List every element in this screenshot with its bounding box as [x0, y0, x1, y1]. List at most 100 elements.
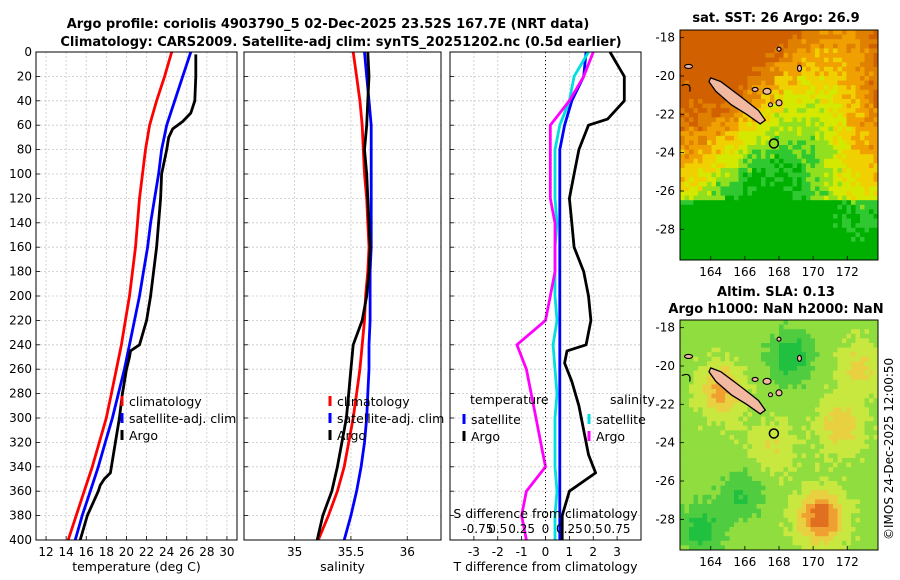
map-cell [837, 320, 843, 325]
map-cell [779, 490, 784, 496]
map-cell [860, 108, 865, 114]
map-cell [864, 140, 870, 146]
map-cell [680, 89, 685, 95]
legend-label: satellite [596, 412, 646, 427]
map-cell [765, 444, 771, 450]
map-cell [783, 186, 789, 192]
map-cell [684, 343, 690, 348]
map-cell [698, 439, 703, 445]
map-cell [702, 393, 708, 399]
map-cell [855, 370, 861, 376]
map-cell [752, 517, 757, 523]
map-cell [851, 536, 856, 542]
map-cell [720, 366, 726, 371]
map-cell [720, 398, 726, 404]
map-cell [788, 393, 793, 399]
map-cell [824, 435, 829, 440]
map-cell [738, 154, 744, 160]
map-cell [761, 71, 766, 77]
map-cell [711, 117, 717, 123]
map-cell [747, 131, 753, 137]
map-cell [842, 218, 847, 224]
map-cell [869, 407, 874, 413]
map-cell [680, 343, 685, 348]
map-cell [788, 237, 793, 242]
map-cell [761, 195, 766, 201]
map-cell [698, 370, 703, 376]
map-cell [702, 126, 708, 132]
map-cell [837, 131, 843, 137]
map-cell [747, 53, 753, 58]
map-cell [806, 250, 811, 256]
map-cell [689, 227, 694, 233]
map-cell [824, 80, 829, 86]
map-cell [765, 407, 771, 413]
map-cell [792, 517, 798, 523]
map-cell [738, 191, 744, 196]
map-cell [783, 80, 789, 86]
map-cell [716, 545, 721, 551]
map-cell [819, 343, 825, 348]
map-cell [860, 158, 865, 164]
map-cell [810, 448, 816, 454]
map-cell [752, 540, 757, 546]
map-cell [743, 476, 748, 482]
map-cell [752, 163, 757, 169]
map-cell [761, 34, 766, 40]
map-cell [833, 338, 838, 344]
map-cell [860, 416, 865, 422]
map-cell [729, 398, 735, 404]
map-cell [851, 333, 856, 339]
map-cell [869, 223, 874, 229]
map-cell [765, 158, 771, 164]
map-cell [702, 435, 708, 440]
map-cell [792, 347, 798, 353]
map-cell [842, 94, 847, 100]
map-cell [824, 57, 829, 63]
map-cell [869, 62, 874, 68]
map-cell [743, 379, 748, 385]
map-cell [770, 99, 775, 104]
map-cell [725, 402, 730, 408]
map-cell [747, 536, 753, 542]
map-cell [851, 158, 856, 164]
map-cell [693, 471, 699, 477]
map-cell [851, 71, 856, 77]
map-cell [806, 227, 811, 233]
map-cell [765, 250, 771, 256]
map-cell [720, 200, 726, 206]
map-cell [747, 227, 753, 233]
map-cell [842, 85, 847, 91]
map-cell [842, 112, 847, 118]
map-cell [860, 384, 865, 390]
map-cell [815, 34, 820, 40]
map-cell [770, 425, 775, 431]
map-cell [765, 154, 771, 160]
map-cell [842, 126, 847, 132]
map-cell [842, 343, 847, 348]
lon-tick-label: 166 [733, 265, 756, 279]
map-cell [873, 237, 879, 242]
map-cell [833, 352, 838, 358]
map-cell [873, 177, 879, 183]
map-cell [783, 43, 789, 49]
map-cell [747, 158, 753, 164]
map-cell [738, 356, 744, 362]
map-cell [806, 499, 811, 505]
map-cell [752, 250, 757, 256]
map-cell [770, 439, 775, 445]
map-cell [702, 135, 708, 141]
map-cell [716, 53, 721, 58]
map-cell [864, 163, 870, 169]
map-cell [842, 149, 847, 155]
map-cell [707, 117, 712, 123]
map-cell [680, 531, 685, 537]
map-cell [819, 85, 825, 91]
map-cell [788, 356, 793, 362]
map-cell [855, 108, 861, 114]
map-cell [738, 186, 744, 192]
map-cell [837, 485, 843, 491]
map-cell [756, 412, 762, 417]
map-cell [716, 255, 721, 261]
map-cell [851, 154, 856, 160]
